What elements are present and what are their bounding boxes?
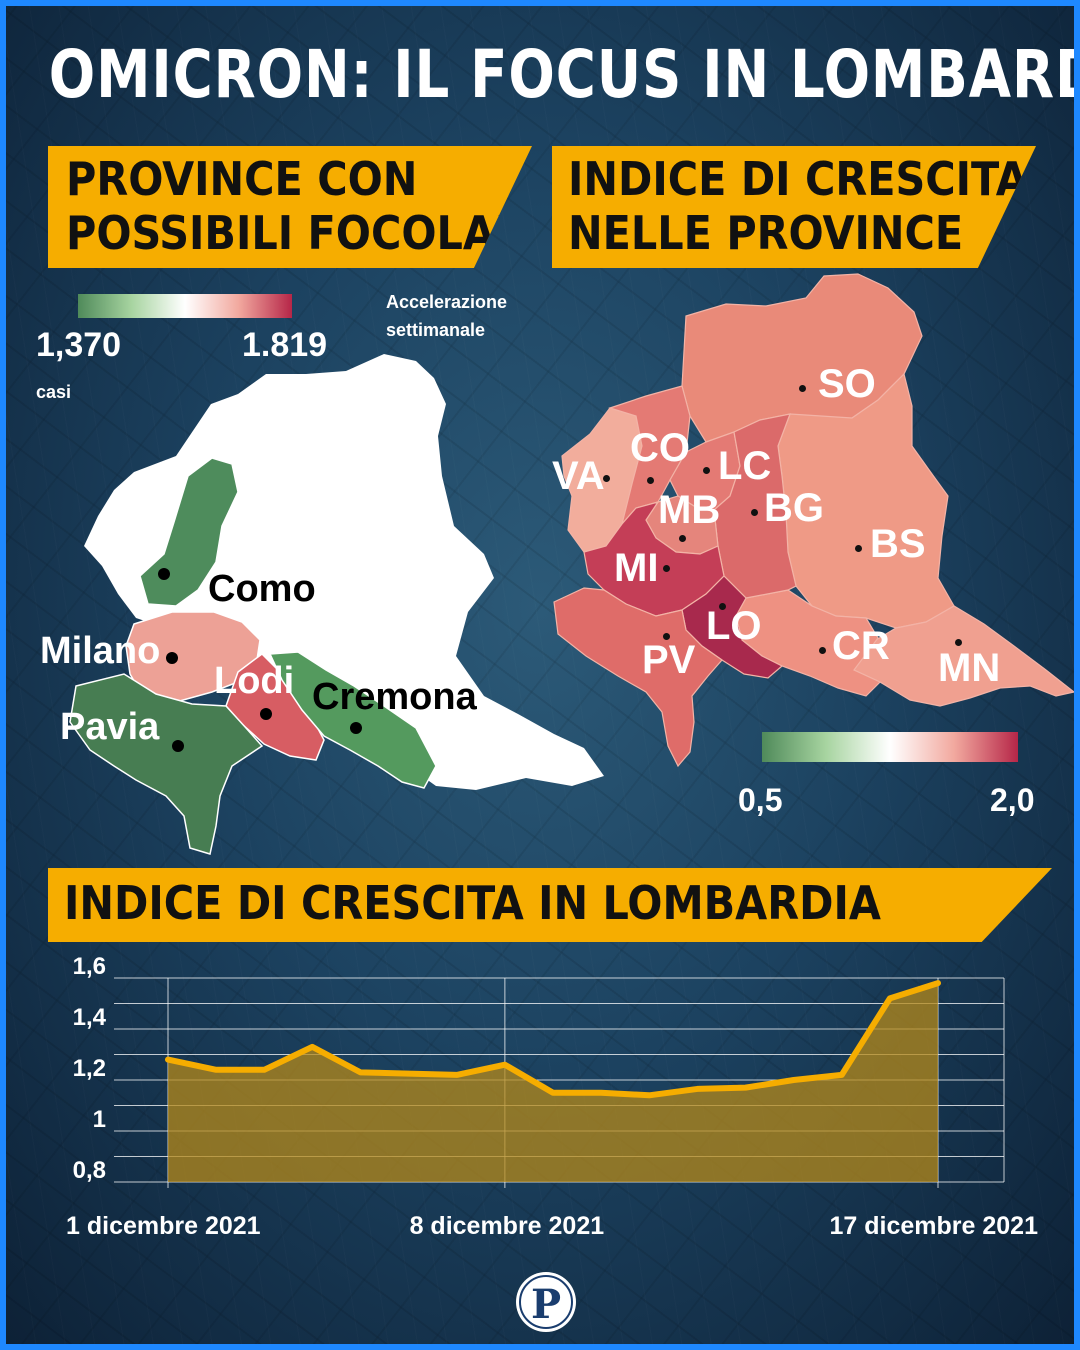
chart-area-fill (168, 983, 938, 1182)
label-lo: LO (706, 604, 762, 648)
city-dot-so (799, 385, 806, 392)
label-milano: Milano (40, 630, 161, 672)
label-bs: BS (870, 522, 926, 566)
map-province-bg (713, 413, 797, 599)
growth-map (553, 273, 1074, 768)
label-mn: MN (938, 646, 1001, 690)
chart-point (261, 1067, 267, 1073)
cases-legend-max: 1.819 (242, 326, 328, 364)
publisher-logo: P (516, 1272, 576, 1332)
growth-legend-max: 2,0 (990, 782, 1035, 818)
banner-focolai-line2: POSSIBILI FOCOLAI (66, 206, 511, 260)
label-so: SO (818, 362, 876, 406)
logo-circle (516, 1272, 576, 1332)
cases-legend-gradient (78, 294, 292, 318)
label-como: Como (208, 568, 316, 610)
page-title: OMICRON: IL FOCUS IN LOMBARDIA (48, 36, 1080, 113)
chart-x-tick-labels: 1 dicembre 2021 8 dicembre 2021 17 dicembr… (66, 1212, 1038, 1240)
map-province-cremona (268, 651, 437, 789)
chart-point (358, 1069, 363, 1075)
growth-legend-gradient (762, 732, 1018, 762)
chart-y-tick-label: 0,8 (73, 1157, 106, 1184)
chart-point (743, 1085, 748, 1091)
city-dot-lo (719, 603, 726, 610)
chart-point (550, 1090, 556, 1096)
city-dot-bg (751, 509, 758, 516)
chart-y-tick-label: 1,4 (73, 1004, 107, 1031)
banner-indice-lombardia: INDICE DI CRESCITA IN LOMBARDIA (48, 868, 1052, 942)
chart-point (935, 980, 941, 986)
city-dot-cr (819, 647, 826, 654)
city-dot-va (603, 475, 610, 482)
logo-letter: P (531, 1281, 561, 1328)
cases-legend-min: 1,370 (36, 326, 122, 364)
city-dot-lc (703, 467, 710, 474)
city-dot-mi (663, 565, 670, 572)
city-dot-como (158, 568, 170, 580)
label-mi: MI (614, 546, 659, 590)
city-dot-mn (955, 639, 962, 646)
banner-indice-line2: NELLE PROVINCE (568, 206, 964, 260)
city-dot-milano (166, 652, 178, 664)
chart-point (165, 1057, 171, 1063)
chart-point (502, 1062, 508, 1068)
city-dot-pv (663, 633, 670, 640)
label-co: CO (630, 426, 690, 470)
chart-point (454, 1072, 460, 1078)
chart-y-tick-labels: 1,6 1,4 1,2 1 0,8 (73, 953, 107, 1184)
banner-focolai: PROVINCE CON POSSIBILI FOCOLAI (48, 146, 532, 268)
label-pavia: Pavia (60, 706, 160, 748)
banner-lombardia-text: INDICE DI CRESCITA IN LOMBARDIA (64, 876, 881, 930)
chart-point (791, 1077, 797, 1083)
chart-area-group (165, 980, 941, 1182)
growth-legend-min: 0,5 (738, 782, 783, 818)
logo-ring (519, 1275, 573, 1329)
label-cr: CR (832, 624, 890, 668)
chart-x-tick-label: 8 dicembre 2021 (410, 1212, 605, 1240)
acceleration-note-line2: settimanale (386, 320, 486, 340)
acceleration-note-line1: Accelerazione (386, 292, 508, 312)
city-dot-co (647, 477, 654, 484)
city-dot-mb (679, 535, 686, 542)
growth-line-chart: 1,6 1,4 1,2 1 0,8 1 dicembre 2021 8 dicembre … (66, 953, 1038, 1240)
chart-x-tick-label: 1 dicembre 2021 (66, 1212, 261, 1240)
banner-indice-province: INDICE DI CRESCITA NELLE PROVINCE (552, 146, 1036, 268)
label-va: VA (552, 454, 605, 498)
chart-y-tick-label: 1 (93, 1106, 106, 1133)
label-cremona: Cremona (312, 676, 477, 718)
chart-point (598, 1090, 604, 1096)
chart-y-tick-label: 1,6 (73, 953, 106, 980)
cases-legend-unit: casi (36, 382, 72, 402)
banner-focolai-line1: PROVINCE CON (66, 152, 418, 206)
map-province-pv (553, 587, 723, 768)
chart-point (309, 1044, 315, 1050)
chart-y-tick-label: 1,2 (73, 1055, 106, 1082)
chart-point (839, 1072, 845, 1078)
map-province-pavia (69, 673, 264, 855)
label-pv: PV (642, 638, 696, 682)
chart-point (694, 1086, 700, 1092)
banner-indice-line1: INDICE DI CRESCITA (568, 152, 1028, 206)
city-dot-pavia (172, 740, 184, 752)
label-mb: MB (658, 488, 721, 532)
chart-point (887, 995, 893, 1001)
label-lodi: Lodi (214, 660, 295, 702)
label-lc: LC (718, 444, 772, 488)
city-dot-bs (855, 545, 862, 552)
city-dot-lodi (260, 708, 272, 720)
city-dot-cremona (350, 722, 362, 734)
label-bg: BG (764, 486, 824, 530)
chart-point (213, 1067, 219, 1073)
focolai-map (69, 354, 604, 855)
chart-point (406, 1071, 412, 1077)
chart-x-tick-label: 17 dicembre 2021 (830, 1212, 1039, 1240)
chart-point (646, 1092, 652, 1098)
